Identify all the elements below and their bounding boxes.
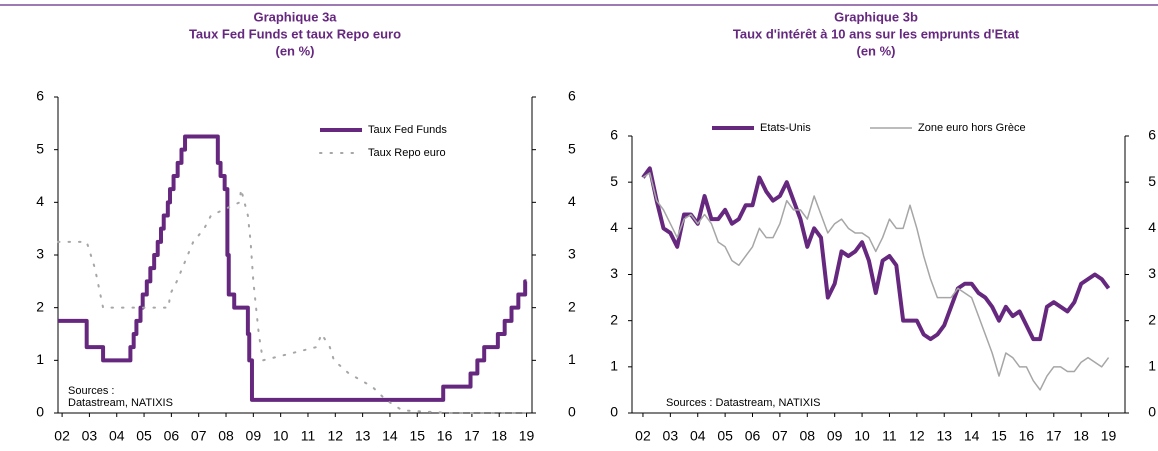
series-line	[57, 188, 528, 414]
y-tick-label: 4	[610, 219, 618, 235]
y-tick-label: 4	[36, 193, 44, 209]
series-line	[642, 172, 1110, 391]
chart-title: Graphique 3b	[834, 9, 918, 24]
x-tick-label: 11	[301, 428, 316, 444]
x-tick-label: 11	[882, 428, 897, 444]
y-tick-label: 2	[36, 298, 44, 314]
x-tick-label: 02	[54, 428, 70, 444]
y-tick-label: 5	[36, 140, 44, 156]
x-tick-label: 16	[437, 428, 453, 444]
x-tick-label: 10	[854, 428, 870, 444]
source-note: Sources : Datastream, NATIXIS	[666, 397, 820, 409]
x-tick-label: 14	[382, 428, 398, 444]
chart-title: (en %)	[857, 43, 896, 58]
y2-tick-label: 2	[568, 298, 576, 314]
chart-title: (en %)	[276, 43, 315, 58]
x-tick-label: 04	[690, 428, 706, 444]
x-tick-label: 15	[991, 428, 1007, 444]
x-tick-label: 08	[799, 428, 815, 444]
x-tick-label: 17	[1046, 428, 1062, 444]
y2-tick-label: 4	[568, 193, 576, 209]
x-tick-label: 03	[663, 428, 679, 444]
x-tick-label: 19	[519, 428, 535, 444]
y2-tick-label: 5	[568, 140, 576, 156]
chart-title: Taux Fed Funds et taux Repo euro	[189, 26, 401, 41]
legend-label: Taux Repo euro	[368, 147, 446, 159]
x-tick-label: 09	[246, 428, 262, 444]
x-tick-label: 12	[909, 428, 925, 444]
legend-label: Etats-Unis	[760, 122, 811, 134]
y-tick-label: 6	[36, 88, 44, 104]
x-tick-label: 13	[936, 428, 952, 444]
y-tick-label: 6	[610, 127, 618, 143]
x-tick-label: 10	[273, 428, 289, 444]
y2-tick-label: 6	[568, 88, 576, 104]
y-tick-label: 1	[610, 358, 618, 374]
x-tick-label: 03	[82, 428, 98, 444]
series-line	[58, 134, 528, 402]
x-tick-label: 16	[1019, 428, 1035, 444]
x-tick-label: 05	[136, 428, 152, 444]
x-tick-label: 18	[491, 428, 507, 444]
source-note: Datastream, NATIXIS	[68, 397, 173, 409]
y-tick-label: 5	[610, 173, 618, 189]
x-tick-label: 05	[717, 428, 733, 444]
series-line	[641, 166, 1111, 342]
x-tick-label: 19	[1101, 428, 1117, 444]
y2-tick-label: 1	[1148, 358, 1156, 374]
x-tick-label: 17	[464, 428, 480, 444]
x-tick-label: 04	[109, 428, 125, 444]
y2-tick-label: 6	[1148, 127, 1156, 143]
legend-label: Taux Fed Funds	[368, 124, 447, 136]
x-tick-label: 15	[409, 428, 425, 444]
x-tick-label: 18	[1073, 428, 1089, 444]
x-tick-label: 02	[635, 428, 651, 444]
x-tick-label: 07	[772, 428, 788, 444]
y2-tick-label: 2	[1148, 311, 1156, 327]
y2-tick-label: 5	[1148, 173, 1156, 189]
y-tick-label: 2	[610, 311, 618, 327]
y2-tick-label: 0	[1148, 404, 1156, 420]
y2-tick-label: 4	[1148, 219, 1156, 235]
y2-tick-label: 3	[568, 246, 576, 262]
y-tick-label: 3	[36, 246, 44, 262]
y2-tick-label: 0	[568, 404, 576, 420]
x-tick-label: 07	[191, 428, 207, 444]
legend-label: Zone euro hors Grèce	[918, 122, 1026, 134]
x-tick-label: 08	[218, 428, 234, 444]
x-tick-label: 13	[355, 428, 371, 444]
x-tick-label: 14	[964, 428, 980, 444]
y-tick-label: 0	[36, 404, 44, 420]
source-note: Sources :	[68, 385, 114, 397]
y-tick-label: 3	[610, 265, 618, 281]
x-tick-label: 06	[164, 428, 180, 444]
chart-title: Graphique 3a	[253, 9, 337, 24]
x-tick-label: 06	[745, 428, 761, 444]
y-tick-label: 1	[36, 351, 44, 367]
y2-tick-label: 3	[1148, 265, 1156, 281]
chart-title: Taux d'intérêt à 10 ans sur les emprunts…	[733, 26, 1020, 41]
x-tick-label: 12	[328, 428, 344, 444]
x-tick-label: 09	[827, 428, 843, 444]
y-tick-label: 0	[610, 404, 618, 420]
y2-tick-label: 1	[568, 351, 576, 367]
